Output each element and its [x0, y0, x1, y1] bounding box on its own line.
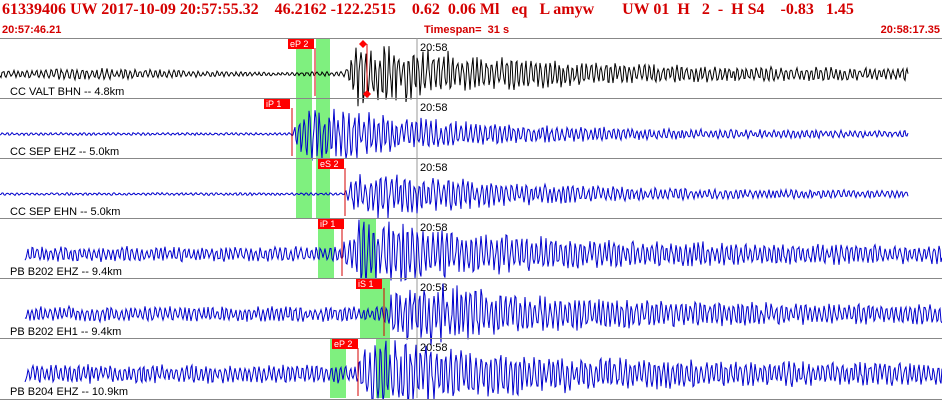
channel-label: CC SEP EHZ -- 5.0km [10, 146, 119, 158]
s-pick-window [316, 39, 330, 98]
p-pick-window [330, 339, 346, 398]
phase-pick[interactable]: eP 2 [332, 339, 359, 396]
waveform-trace [0, 108, 909, 161]
pick-label: iS 1 [358, 279, 374, 289]
origin-marker-icon [363, 90, 371, 98]
channel-row[interactable]: 20:58 iP 1 PB B202 EHZ -- 9.4km [0, 218, 942, 285]
pick-flag [264, 99, 290, 109]
origin-marker-icon [359, 40, 367, 48]
channel-label: PB B204 EHZ -- 10.9km [10, 386, 128, 398]
end-time: 20:58:17.35 [880, 24, 940, 36]
waveform-trace [0, 174, 909, 219]
phase-pick[interactable]: iS 1 [356, 279, 385, 336]
pick-flag [356, 279, 382, 289]
channel-label: CC SEP EHN -- 5.0km [10, 206, 120, 218]
phase-pick[interactable]: iP 1 [264, 99, 293, 156]
minute-label: 20:58 [420, 222, 448, 234]
pick-label: eS 2 [320, 159, 339, 169]
waveform-trace [24, 283, 942, 346]
s-pick-window [376, 279, 390, 338]
pick-flag [332, 339, 358, 349]
pick-label: eP 2 [334, 339, 352, 349]
minute-label: 20:58 [420, 162, 448, 174]
pick-label: iP 1 [320, 219, 335, 229]
timespan-label: Timespan= 31 s [424, 24, 510, 36]
channel-label: PB B202 EH1 -- 9.4km [10, 326, 121, 338]
channel-row[interactable]: 20:58 iS 1 PB B202 EH1 -- 9.4km [0, 278, 942, 346]
channel-row[interactable]: 20:58 eP 2 PB B204 EHZ -- 10.9km [0, 338, 942, 400]
channel-row[interactable]: 20:58 eP 2 CC VALT BHN -- 4.8km [0, 38, 942, 107]
channel-label: CC VALT BHN -- 4.8km [10, 86, 124, 98]
header-bar: 61339406 UW 2017-10-09 20:57:55.32 46.21… [0, 0, 942, 40]
p-pick-window [296, 39, 312, 98]
minute-label: 20:58 [420, 102, 448, 114]
channel-label: PB B202 EHZ -- 9.4km [10, 266, 122, 278]
p-pick-window [318, 219, 334, 278]
channel-row[interactable]: 20:58 eS 2 CC SEP EHN -- 5.0km [0, 158, 942, 219]
start-time: 20:57:46.21 [2, 24, 62, 36]
event-title: 61339406 UW 2017-10-09 20:57:55.32 46.21… [2, 1, 854, 18]
p-pick-window [296, 159, 312, 218]
channel-row[interactable]: 20:58 iP 1 CC SEP EHZ -- 5.0km [0, 98, 942, 161]
waveform-trace [0, 46, 909, 107]
phase-pick[interactable]: eS 2 [318, 159, 346, 216]
phase-pick[interactable]: iP 1 [318, 219, 344, 276]
pick-flag [318, 219, 344, 229]
waveform-trace [24, 340, 942, 400]
minute-label: 20:58 [420, 342, 448, 354]
s-pick-window [316, 159, 330, 218]
phase-pick[interactable]: eP 2 [288, 39, 316, 96]
pick-label: iP 1 [266, 99, 281, 109]
pick-label: eP 2 [290, 39, 308, 49]
pick-flag [288, 39, 314, 49]
seismogram-panel[interactable]: 20:58 eP 2 CC VALT BHN -- 4.8km 20:58 iP 1 CC… [0, 38, 942, 400]
minute-label: 20:58 [420, 42, 448, 54]
waveform-trace [24, 219, 942, 285]
minute-label: 20:58 [420, 282, 448, 294]
pick-flag [318, 159, 344, 169]
